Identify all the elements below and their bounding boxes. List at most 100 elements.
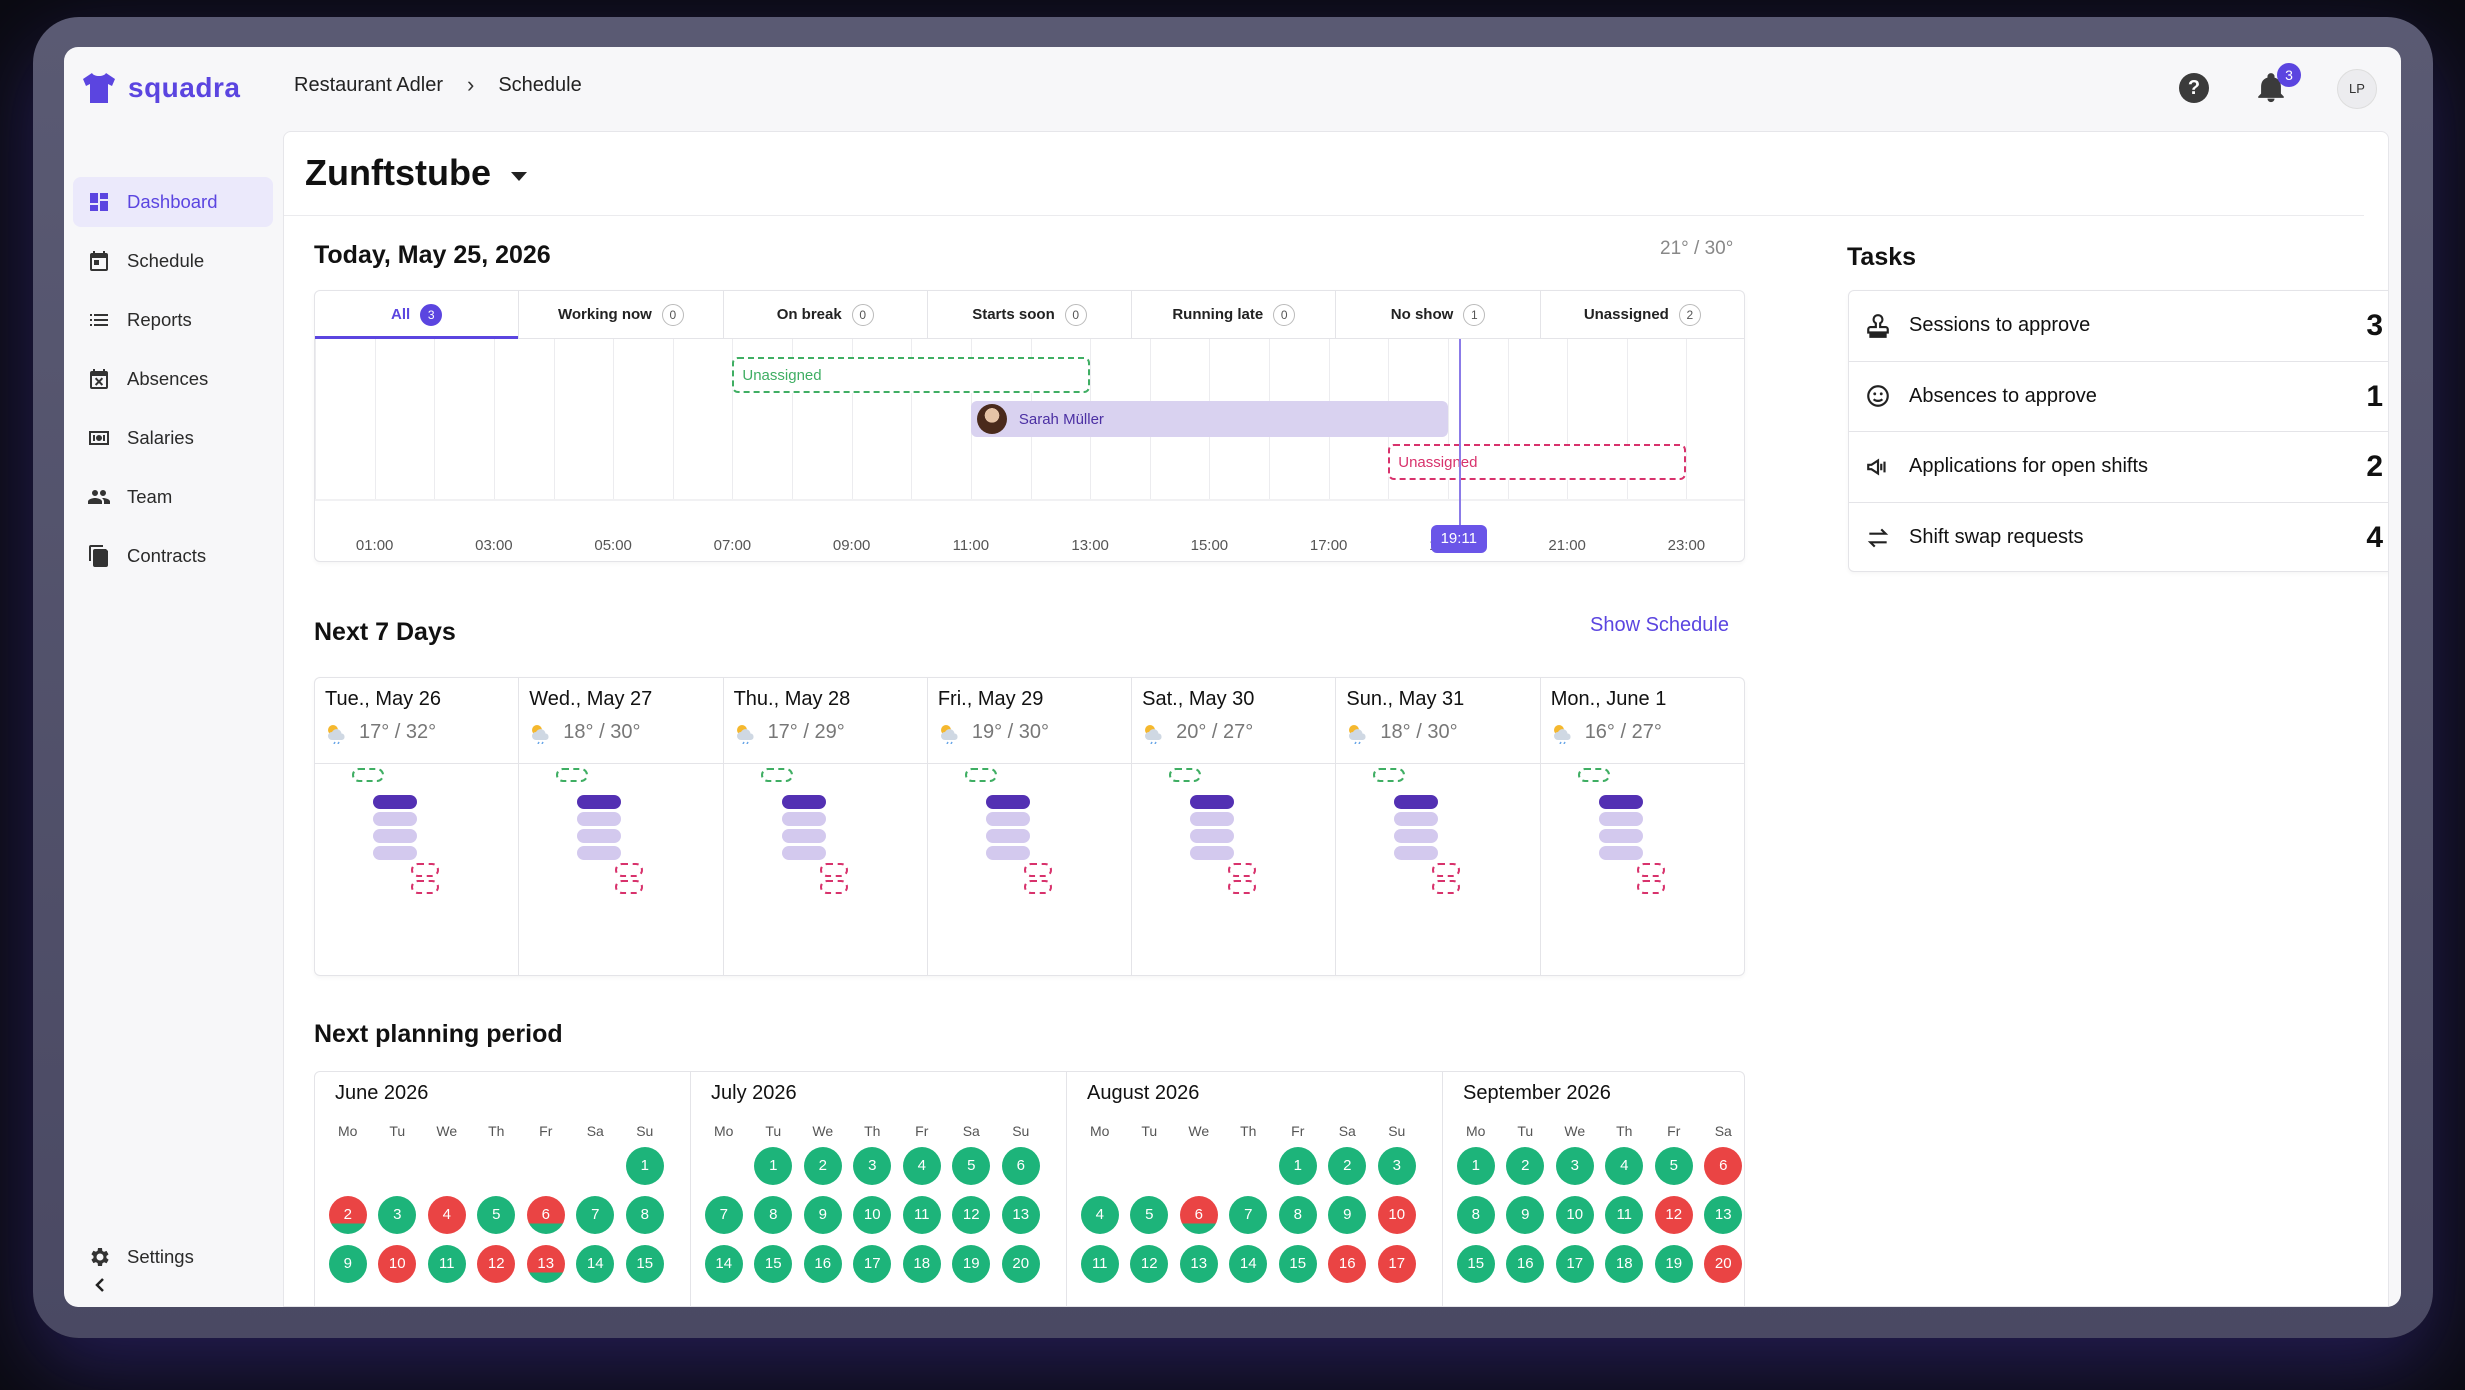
sidebar-item-absences[interactable]: Absences xyxy=(73,354,273,404)
calendar-day[interactable]: 12 xyxy=(1130,1245,1169,1283)
shift-bar[interactable]: Unassigned xyxy=(1388,444,1687,480)
calendar-day[interactable]: 15 xyxy=(754,1245,793,1283)
task-row[interactable]: Shift swap requests 4 xyxy=(1849,503,2388,574)
calendar-day[interactable]: 2 xyxy=(328,1196,367,1234)
calendar-day[interactable]: 1 xyxy=(1278,1147,1317,1185)
calendar-day[interactable]: 12 xyxy=(1654,1196,1693,1234)
calendar-day[interactable]: 3 xyxy=(1377,1147,1416,1185)
calendar-day[interactable]: 5 xyxy=(477,1196,516,1234)
calendar-day[interactable]: 18 xyxy=(902,1245,941,1283)
calendar-day[interactable]: 20 xyxy=(1704,1245,1743,1283)
calendar-day[interactable]: 11 xyxy=(902,1196,941,1234)
calendar-day[interactable]: 2 xyxy=(803,1147,842,1185)
avatar[interactable]: LP xyxy=(2337,69,2377,109)
tab-on-break[interactable]: On break 0 xyxy=(724,291,928,338)
calendar-day[interactable]: 14 xyxy=(1229,1245,1268,1283)
calendar-day[interactable]: 9 xyxy=(328,1245,367,1283)
calendar-day[interactable]: 1 xyxy=(1456,1147,1495,1185)
calendar-day[interactable]: 3 xyxy=(853,1147,892,1185)
calendar-day[interactable]: 12 xyxy=(952,1196,991,1234)
calendar-day[interactable]: 5 xyxy=(1654,1147,1693,1185)
sidebar-item-reports[interactable]: Reports xyxy=(73,295,273,345)
calendar-day[interactable]: 18 xyxy=(1605,1245,1644,1283)
task-row[interactable]: Sessions to approve 3 xyxy=(1849,291,2388,362)
calendar-day[interactable]: 4 xyxy=(427,1196,466,1234)
calendar-day[interactable]: 11 xyxy=(1080,1245,1119,1283)
location-selector[interactable]: Zunftstube xyxy=(305,152,527,194)
calendar-day[interactable]: 14 xyxy=(704,1245,743,1283)
calendar-day[interactable]: 11 xyxy=(427,1245,466,1283)
calendar-day[interactable]: 2 xyxy=(1328,1147,1367,1185)
calendar-day[interactable]: 6 xyxy=(526,1196,565,1234)
sidebar-item-salaries[interactable]: Salaries xyxy=(73,413,273,463)
day-column[interactable]: Fri., May 29 19° / 30° xyxy=(927,678,1133,975)
tab-running-late[interactable]: Running late 0 xyxy=(1132,291,1337,338)
calendar-day[interactable]: 10 xyxy=(853,1196,892,1234)
calendar-day[interactable]: 7 xyxy=(1229,1196,1268,1234)
sidebar-item-settings[interactable]: Settings xyxy=(73,1232,273,1282)
day-column[interactable]: Mon., June 1 16° / 27° xyxy=(1540,678,1744,975)
shift-bar[interactable]: Sarah Müller xyxy=(970,401,1448,437)
calendar-day[interactable]: 12 xyxy=(477,1245,516,1283)
day-column[interactable]: Sat., May 30 20° / 27° xyxy=(1132,678,1337,975)
breadcrumb-org[interactable]: Restaurant Adler xyxy=(294,73,443,96)
sidebar-item-contracts[interactable]: Contracts xyxy=(73,531,273,581)
calendar-day[interactable]: 20 xyxy=(1001,1245,1040,1283)
tab-all[interactable]: All 3 xyxy=(315,291,520,339)
calendar-day[interactable]: 13 xyxy=(526,1245,565,1283)
help-icon[interactable]: ? xyxy=(2179,73,2209,103)
calendar-day[interactable]: 8 xyxy=(754,1196,793,1234)
calendar-day[interactable]: 5 xyxy=(1130,1196,1169,1234)
calendar-day[interactable]: 10 xyxy=(1555,1196,1594,1234)
calendar-day[interactable]: 15 xyxy=(1456,1245,1495,1283)
calendar-day[interactable]: 4 xyxy=(1605,1147,1644,1185)
calendar-day[interactable]: 6 xyxy=(1179,1196,1218,1234)
tab-working-now[interactable]: Working now 0 xyxy=(519,291,724,338)
calendar-day[interactable]: 17 xyxy=(1377,1245,1416,1283)
day-column[interactable]: Sun., May 31 18° / 30° xyxy=(1336,678,1541,975)
day-column[interactable]: Tue., May 26 17° / 32° xyxy=(315,678,520,975)
calendar-day[interactable]: 16 xyxy=(1328,1245,1367,1283)
calendar-day[interactable]: 4 xyxy=(902,1147,941,1185)
calendar-day[interactable]: 10 xyxy=(1377,1196,1416,1234)
calendar-day[interactable]: 17 xyxy=(853,1245,892,1283)
day-column[interactable]: Thu., May 28 17° / 29° xyxy=(723,678,928,975)
calendar-day[interactable]: 6 xyxy=(1001,1147,1040,1185)
calendar-day[interactable]: 1 xyxy=(754,1147,793,1185)
calendar-day[interactable]: 13 xyxy=(1001,1196,1040,1234)
calendar-day[interactable]: 14 xyxy=(576,1245,615,1283)
calendar-day[interactable]: 15 xyxy=(1278,1245,1317,1283)
calendar-day[interactable]: 9 xyxy=(803,1196,842,1234)
show-schedule-link[interactable]: Show Schedule xyxy=(1590,614,1729,636)
brand[interactable]: squadra xyxy=(80,71,240,105)
calendar-day[interactable]: 8 xyxy=(1456,1196,1495,1234)
calendar-day[interactable]: 1 xyxy=(625,1147,664,1185)
calendar-day[interactable]: 13 xyxy=(1179,1245,1218,1283)
tab-no-show[interactable]: No show 1 xyxy=(1336,291,1541,338)
calendar-day[interactable]: 8 xyxy=(1278,1196,1317,1234)
sidebar-item-schedule[interactable]: Schedule xyxy=(73,236,273,286)
breadcrumb-page[interactable]: Schedule xyxy=(498,73,582,96)
calendar-day[interactable]: 5 xyxy=(952,1147,991,1185)
calendar-day[interactable]: 17 xyxy=(1555,1245,1594,1283)
calendar-day[interactable]: 6 xyxy=(1704,1147,1743,1185)
calendar-day[interactable]: 19 xyxy=(1654,1245,1693,1283)
day-column[interactable]: Wed., May 27 18° / 30° xyxy=(519,678,724,975)
calendar-day[interactable]: 7 xyxy=(576,1196,615,1234)
shift-bar[interactable]: Unassigned xyxy=(732,357,1091,393)
calendar-day[interactable]: 11 xyxy=(1605,1196,1644,1234)
calendar-day[interactable]: 15 xyxy=(625,1245,664,1283)
task-row[interactable]: Absences to approve 1 xyxy=(1849,362,2388,432)
calendar-day[interactable]: 16 xyxy=(1506,1245,1545,1283)
calendar-day[interactable]: 19 xyxy=(952,1245,991,1283)
calendar-day[interactable]: 9 xyxy=(1506,1196,1545,1234)
calendar-day[interactable]: 7 xyxy=(704,1196,743,1234)
calendar-day[interactable]: 16 xyxy=(803,1245,842,1283)
task-row[interactable]: Applications for open shifts 2 xyxy=(1849,432,2388,503)
calendar-day[interactable]: 4 xyxy=(1080,1196,1119,1234)
calendar-day[interactable]: 2 xyxy=(1506,1147,1545,1185)
calendar-day[interactable]: 10 xyxy=(378,1245,417,1283)
calendar-day[interactable]: 13 xyxy=(1704,1196,1743,1234)
sidebar-item-dashboard[interactable]: Dashboard xyxy=(73,177,273,227)
chevron-left-icon[interactable] xyxy=(90,1275,110,1295)
